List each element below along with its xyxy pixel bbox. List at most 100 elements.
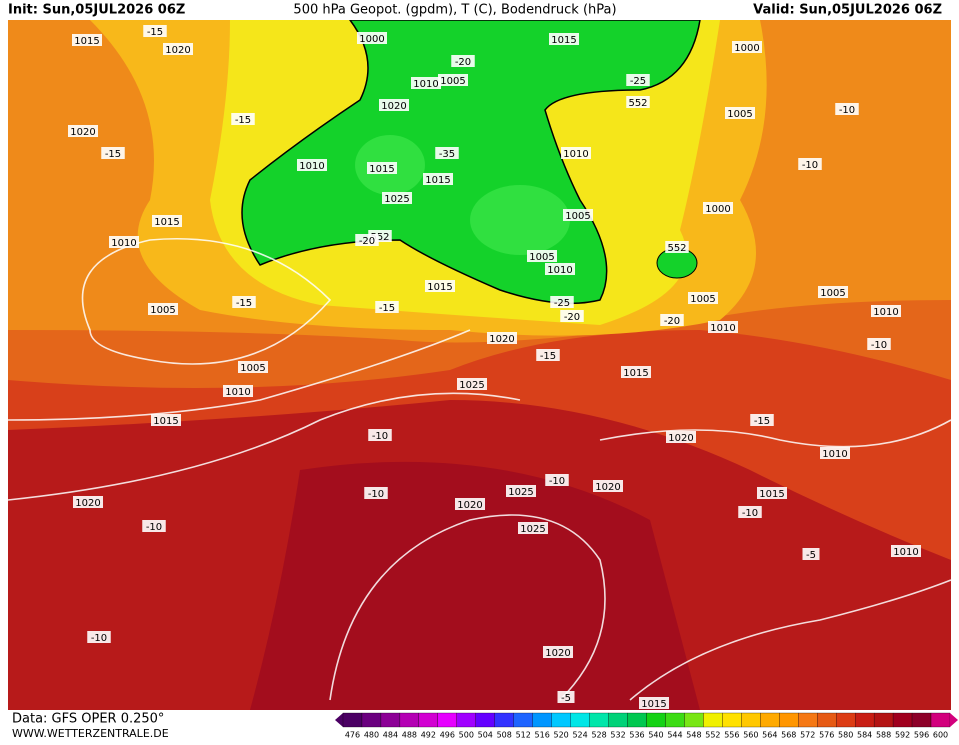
pressure-label: 1005 (727, 109, 752, 120)
pressure-label: 1015 (551, 35, 576, 46)
colorbar-label: 548 (686, 731, 701, 740)
label-box (708, 321, 738, 333)
pressure-label: 1015 (425, 175, 450, 186)
pressure-label: -25 (630, 76, 646, 87)
pressure-label: -20 (664, 316, 680, 327)
colorbar-cell (722, 712, 742, 728)
colorbar-cell (608, 712, 628, 728)
colorbar-cell (741, 712, 761, 728)
pressure-label: 1000 (734, 43, 759, 54)
colorbar-cell (684, 712, 704, 728)
label-box (68, 125, 98, 137)
pressure-label: -20 (359, 236, 375, 247)
pressure-label: 1015 (153, 416, 178, 427)
label-box (457, 378, 487, 390)
label-box (891, 545, 921, 557)
colorbar-cell (627, 712, 647, 728)
colorbar-label: 568 (781, 731, 796, 740)
label-box (379, 99, 409, 111)
colorbar-arrow-left (335, 713, 343, 727)
label-box (148, 303, 178, 315)
colorbar-label: 576 (819, 731, 834, 740)
site: WWW.WETTERZENTRALE.DE (12, 727, 169, 740)
colorbar-cell (589, 712, 609, 728)
pressure-label: 1015 (759, 489, 784, 500)
label-box (375, 301, 399, 313)
pressure-label: -10 (871, 340, 887, 351)
valid-time: Valid: Sun,05JUL2026 06Z (753, 3, 942, 18)
label-box (364, 487, 388, 499)
label-box (411, 77, 441, 89)
label-box (750, 414, 774, 426)
pressure-label: 1015 (369, 164, 394, 175)
label-box (238, 361, 268, 373)
colorbar-label: 516 (535, 731, 550, 740)
colorbar-label: 524 (572, 731, 587, 740)
pressure-label: 1010 (413, 79, 438, 90)
colorbar-cell (836, 712, 856, 728)
pressure-label: -15 (540, 351, 556, 362)
colorbar-label: 552 (705, 731, 720, 740)
label-box (738, 506, 762, 518)
label-box (550, 296, 574, 308)
colorbar-cell (779, 712, 799, 728)
label-box (757, 487, 787, 499)
pressure-label: -35 (439, 149, 455, 160)
colorbar-cell (342, 712, 363, 728)
colorbar-cell (760, 712, 780, 728)
pressure-label: -10 (549, 476, 565, 487)
colorbar-arrow-right (950, 713, 958, 727)
label-box (665, 241, 689, 253)
colorbar-label: 556 (724, 731, 739, 740)
pressure-label: 1010 (299, 161, 324, 172)
pressure-label: -10 (839, 105, 855, 116)
colorbar-label: 476 (345, 731, 360, 740)
colorbar-label: 484 (383, 731, 398, 740)
colorbar-label: 520 (554, 731, 569, 740)
pressure-label: 1005 (565, 211, 590, 222)
pressure-label: 1020 (75, 498, 100, 509)
colorbar-label: 564 (762, 731, 777, 740)
colorbar-cell (911, 712, 932, 728)
label-box (223, 385, 253, 397)
colorbar-cell (513, 712, 533, 728)
pressure-label: -20 (455, 57, 471, 68)
colorbar-cell (361, 712, 382, 728)
colorbar-label: 504 (478, 731, 493, 740)
colorbar-label: 512 (516, 731, 531, 740)
pressure-label: 1010 (710, 323, 735, 334)
label-box (142, 520, 166, 532)
label-box (297, 159, 327, 171)
label-box (455, 498, 485, 510)
label-box (593, 480, 623, 492)
pressure-label: 1020 (489, 334, 514, 345)
pressure-label: 1010 (563, 149, 588, 160)
pressure-label: -15 (147, 27, 163, 38)
colorbar-label: 492 (421, 731, 436, 740)
pressure-label: 1015 (641, 699, 666, 710)
colorbar-label: 588 (876, 731, 891, 740)
pressure-label: 552 (370, 232, 389, 243)
pressure-label: 1005 (150, 305, 175, 316)
label-box (666, 431, 696, 443)
colorbar-label: 532 (610, 731, 625, 740)
label-box (438, 74, 468, 86)
label-box (357, 32, 387, 44)
label-box (732, 41, 762, 53)
pressure-label: 1005 (690, 294, 715, 305)
label-box (382, 192, 412, 204)
init-time: Init: Sun,05JUL2026 06Z (8, 3, 185, 18)
label-box (626, 96, 650, 108)
colorbar-label: 544 (667, 731, 682, 740)
pressure-label: 1015 (623, 368, 648, 379)
colorbar-label: 500 (459, 731, 474, 740)
pressure-label: 1015 (427, 282, 452, 293)
pressure-label: -20 (564, 312, 580, 323)
colorbar-label: 480 (364, 731, 379, 740)
colorbar-label: 596 (914, 731, 929, 740)
pressure-label: 1010 (893, 547, 918, 558)
label-box (561, 147, 591, 159)
label-box (703, 202, 733, 214)
